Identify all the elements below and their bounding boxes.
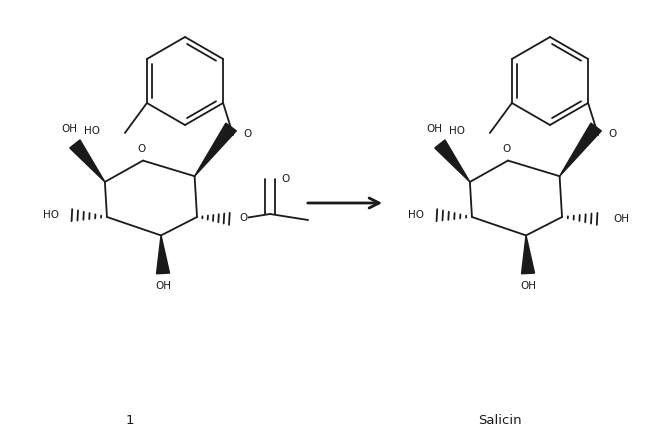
Text: OH: OH [427,124,443,134]
Text: O: O [608,129,616,139]
Text: HO: HO [43,210,59,220]
Polygon shape [70,140,105,182]
Polygon shape [157,235,170,274]
Text: O: O [281,174,289,184]
Text: 1: 1 [126,415,135,427]
Text: O: O [239,213,247,223]
Text: HO: HO [449,126,465,136]
Text: O: O [138,144,146,154]
Text: Salicin: Salicin [478,415,522,427]
Text: OH: OH [62,124,78,134]
Text: O: O [503,144,511,154]
Text: O: O [243,129,251,139]
Polygon shape [194,123,236,176]
Text: HO: HO [84,126,100,136]
Text: OH: OH [155,281,171,291]
Polygon shape [435,140,470,182]
Text: OH: OH [520,281,536,291]
Polygon shape [559,123,601,176]
Text: HO: HO [408,210,424,220]
Polygon shape [521,235,535,274]
Text: OH: OH [613,214,629,224]
